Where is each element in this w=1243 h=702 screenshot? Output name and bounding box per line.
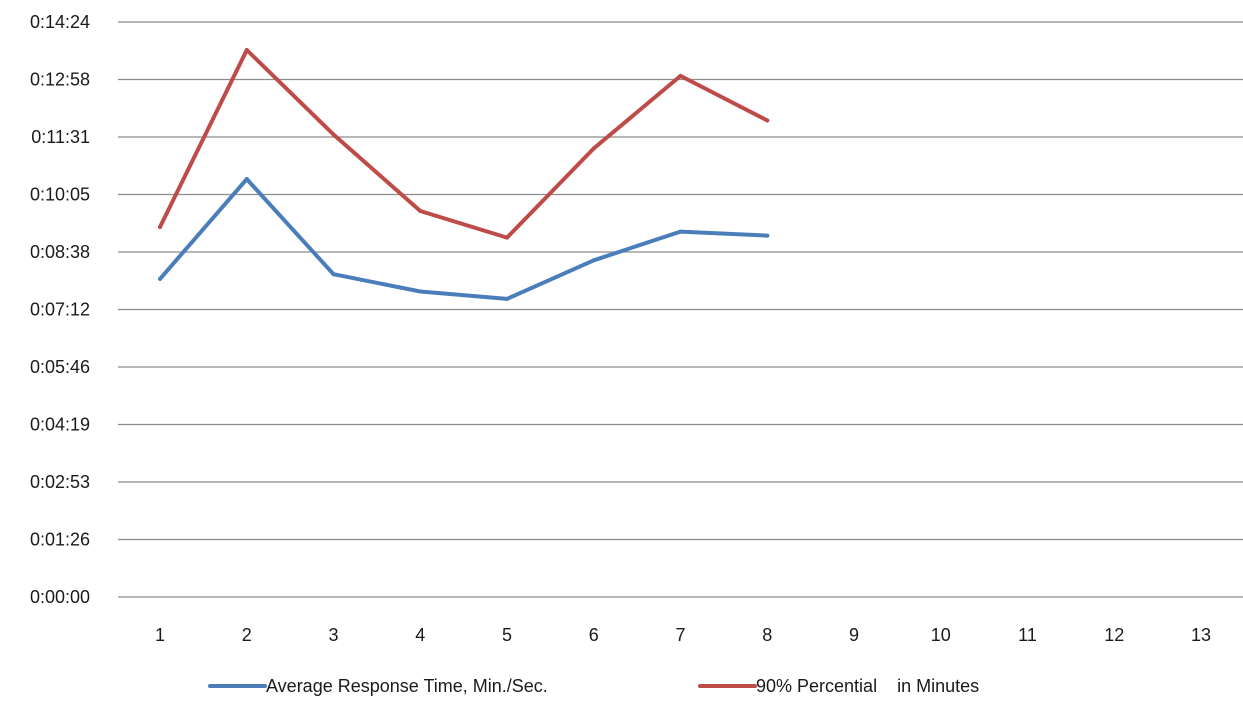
x-tick-label: 1 [155, 625, 165, 645]
x-tick-label: 10 [931, 625, 951, 645]
y-tick-label: 0:14:24 [30, 12, 90, 32]
data-point [158, 276, 162, 281]
series-line-2 [158, 48, 770, 240]
y-tick-label: 0:02:53 [30, 472, 90, 492]
x-tick-label: 3 [328, 625, 338, 645]
y-tick-label: 0:12:58 [30, 70, 90, 90]
y-tick-label: 0:08:38 [30, 242, 90, 262]
series-line-1 [158, 177, 770, 301]
data-point [591, 146, 596, 151]
data-point [765, 233, 770, 238]
data-point [418, 289, 423, 294]
legend: Average Response Time, Min./Sec. 90% Perc… [208, 676, 979, 696]
data-point [244, 47, 249, 52]
x-tick-label: 12 [1104, 625, 1124, 645]
data-point [765, 118, 770, 123]
y-axis-ticks: 0:00:00 0:01:26 0:02:53 0:04:19 0:05:46 0:07:… [30, 12, 90, 607]
y-tick-label: 0:07:12 [30, 300, 90, 320]
x-tick-label: 2 [242, 625, 252, 645]
data-point [418, 209, 423, 214]
x-axis-ticks: 1 2 3 4 5 6 7 8 9 10 11 12 13 [155, 625, 1211, 645]
gridlines [118, 21, 1243, 598]
y-tick-label: 0:10:05 [30, 185, 90, 205]
y-tick-label: 0:00:00 [30, 587, 90, 607]
x-tick-label: 4 [415, 625, 425, 645]
legend-label-1: Average Response Time, Min./Sec. [266, 676, 548, 696]
data-point [678, 229, 683, 234]
data-point [158, 224, 162, 229]
x-tick-label: 13 [1191, 625, 1211, 645]
y-tick-label: 0:01:26 [30, 530, 90, 550]
x-tick-label: 8 [762, 625, 772, 645]
y-tick-label: 0:05:46 [30, 357, 90, 377]
x-tick-label: 7 [675, 625, 685, 645]
data-point [505, 296, 509, 301]
y-tick-label: 0:04:19 [30, 415, 90, 435]
series-lines [158, 47, 770, 301]
data-point [505, 235, 509, 240]
data-point [331, 272, 336, 277]
data-point [678, 73, 683, 78]
data-point [591, 258, 596, 263]
data-point [244, 177, 249, 182]
x-tick-label: 5 [502, 625, 512, 645]
data-point [331, 132, 336, 137]
x-tick-label: 11 [1018, 625, 1037, 645]
legend-label-2: 90% Percential in Minutes [756, 676, 979, 696]
x-tick-label: 6 [589, 625, 599, 645]
y-tick-label: 0:11:31 [31, 127, 90, 147]
x-tick-label: 9 [849, 625, 859, 645]
